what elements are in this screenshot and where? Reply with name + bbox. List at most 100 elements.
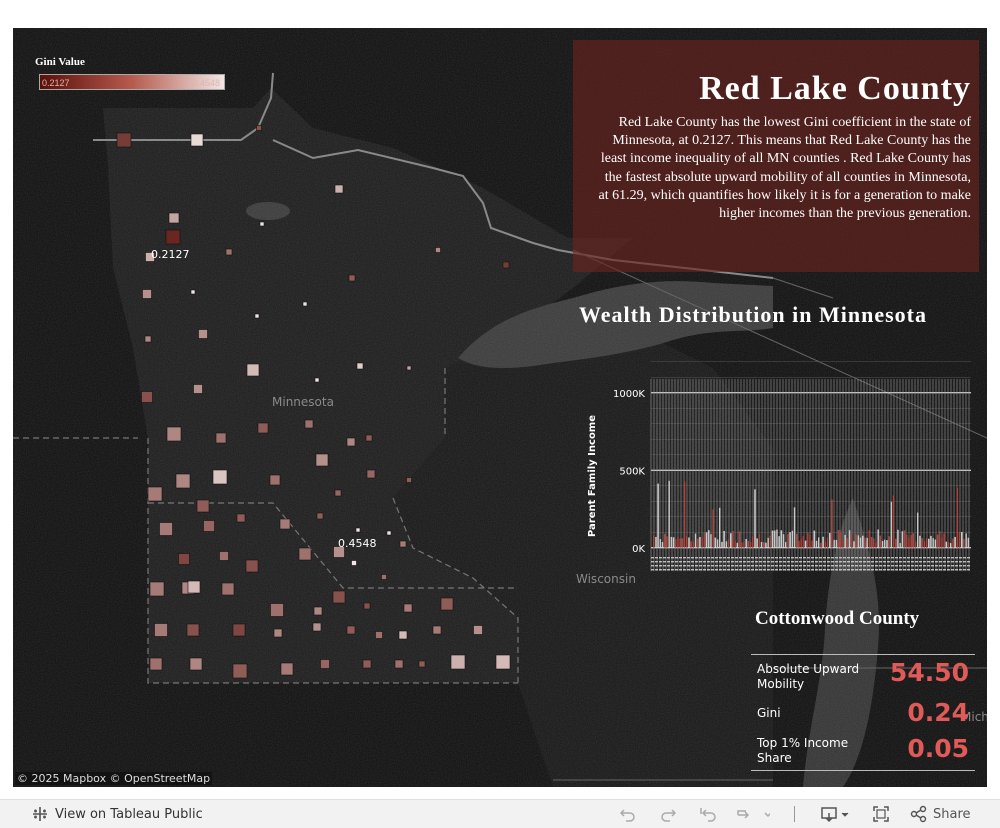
income-bars[interactable] — [651, 480, 971, 571]
income-bar[interactable] — [818, 537, 820, 548]
income-bar[interactable] — [877, 529, 879, 548]
county-marker[interactable] — [399, 540, 407, 548]
county-marker[interactable] — [418, 660, 426, 668]
county-marker[interactable] — [245, 559, 259, 573]
county-marker[interactable] — [175, 473, 191, 489]
county-marker[interactable] — [315, 453, 329, 467]
county-marker[interactable] — [365, 434, 373, 442]
county-marker[interactable] — [346, 437, 356, 447]
income-bar[interactable] — [727, 539, 730, 548]
income-bar[interactable] — [919, 535, 921, 548]
income-bar[interactable] — [903, 530, 906, 548]
income-bar[interactable] — [686, 536, 688, 548]
income-bar[interactable] — [785, 542, 787, 548]
county-marker[interactable] — [270, 603, 284, 617]
county-marker[interactable] — [314, 377, 320, 383]
income-bar[interactable] — [776, 529, 778, 548]
county-marker[interactable] — [142, 289, 152, 299]
income-bar[interactable] — [708, 530, 710, 548]
county-marker[interactable] — [355, 527, 361, 533]
income-bar[interactable] — [862, 535, 864, 548]
county-marker[interactable] — [149, 581, 165, 597]
income-bar[interactable] — [884, 539, 886, 548]
income-bar[interactable] — [967, 537, 970, 548]
income-bar[interactable] — [848, 530, 851, 548]
county-marker[interactable] — [302, 301, 308, 307]
county-marker[interactable] — [362, 659, 372, 669]
fullscreen-button[interactable] — [872, 804, 890, 824]
income-bar[interactable] — [811, 540, 813, 548]
income-bar[interactable] — [965, 533, 967, 548]
county-marker[interactable] — [190, 289, 196, 295]
income-bar[interactable] — [829, 532, 831, 548]
income-bar[interactable] — [701, 536, 703, 548]
county-marker[interactable] — [346, 625, 356, 635]
county-marker[interactable] — [273, 628, 283, 638]
income-bar[interactable] — [954, 536, 956, 548]
income-bar[interactable] — [822, 536, 824, 548]
county-marker[interactable] — [312, 622, 322, 632]
income-bar[interactable] — [782, 534, 785, 548]
county-marker[interactable] — [381, 574, 387, 580]
income-bar[interactable] — [910, 534, 912, 548]
income-bar[interactable] — [723, 530, 725, 548]
income-bar[interactable] — [815, 540, 818, 548]
income-bar[interactable] — [923, 541, 926, 548]
income-bar[interactable] — [749, 541, 752, 548]
county-marker[interactable] — [168, 212, 180, 224]
income-bar[interactable] — [741, 542, 743, 548]
county-marker[interactable] — [334, 489, 342, 497]
income-bar[interactable] — [699, 536, 701, 548]
county-marker[interactable] — [225, 248, 233, 256]
income-bar[interactable] — [956, 487, 959, 548]
income-bar[interactable] — [928, 538, 930, 548]
county-marker[interactable] — [332, 590, 346, 604]
income-bar[interactable] — [716, 539, 719, 548]
income-bar[interactable] — [895, 538, 897, 548]
county-marker[interactable] — [366, 469, 376, 479]
county-marker[interactable] — [236, 513, 246, 523]
income-bar[interactable] — [760, 542, 763, 548]
county-marker[interactable] — [246, 363, 260, 377]
county-marker[interactable] — [189, 657, 203, 671]
county-marker[interactable] — [348, 274, 356, 282]
income-bar[interactable] — [659, 539, 662, 548]
income-bar[interactable] — [679, 538, 681, 548]
county-marker[interactable] — [257, 422, 269, 434]
income-bar[interactable] — [677, 536, 679, 548]
income-bar[interactable] — [787, 534, 789, 548]
income-bar[interactable] — [857, 535, 860, 548]
income-bar[interactable] — [697, 538, 699, 548]
revert-button[interactable] — [698, 804, 718, 824]
income-bar[interactable] — [912, 533, 915, 548]
income-bar[interactable] — [657, 483, 659, 548]
county-marker[interactable] — [333, 546, 345, 558]
income-bar[interactable] — [846, 538, 849, 548]
income-bar[interactable] — [705, 532, 708, 548]
tableau-viz[interactable]: Minnesota Wisconsin Mich 0.2127 0.4548 G… — [13, 28, 987, 787]
income-bar[interactable] — [725, 541, 728, 548]
wealth-chart[interactable]: Parent Family Income 1000K 500K 0K — [583, 346, 975, 576]
income-bar[interactable] — [932, 538, 934, 548]
income-bar[interactable] — [824, 541, 827, 548]
undo-button[interactable] — [618, 804, 638, 824]
income-bar[interactable] — [908, 537, 910, 548]
county-marker[interactable] — [394, 659, 404, 669]
income-bar[interactable] — [851, 533, 853, 548]
income-bar[interactable] — [930, 535, 932, 548]
county-marker[interactable] — [154, 623, 168, 637]
county-marker[interactable] — [141, 391, 153, 403]
income-bar[interactable] — [842, 540, 844, 548]
county-marker[interactable] — [406, 477, 412, 483]
income-bar[interactable] — [804, 540, 807, 548]
county-marker[interactable] — [334, 184, 344, 194]
income-bar[interactable] — [675, 539, 677, 548]
income-bar[interactable] — [844, 534, 846, 548]
income-bar[interactable] — [754, 489, 756, 548]
income-bar[interactable] — [840, 531, 842, 548]
income-bar[interactable] — [661, 542, 664, 548]
county-marker[interactable] — [193, 384, 203, 394]
income-bar[interactable] — [835, 539, 838, 548]
income-bar[interactable] — [807, 532, 809, 548]
county-marker[interactable] — [398, 630, 408, 640]
